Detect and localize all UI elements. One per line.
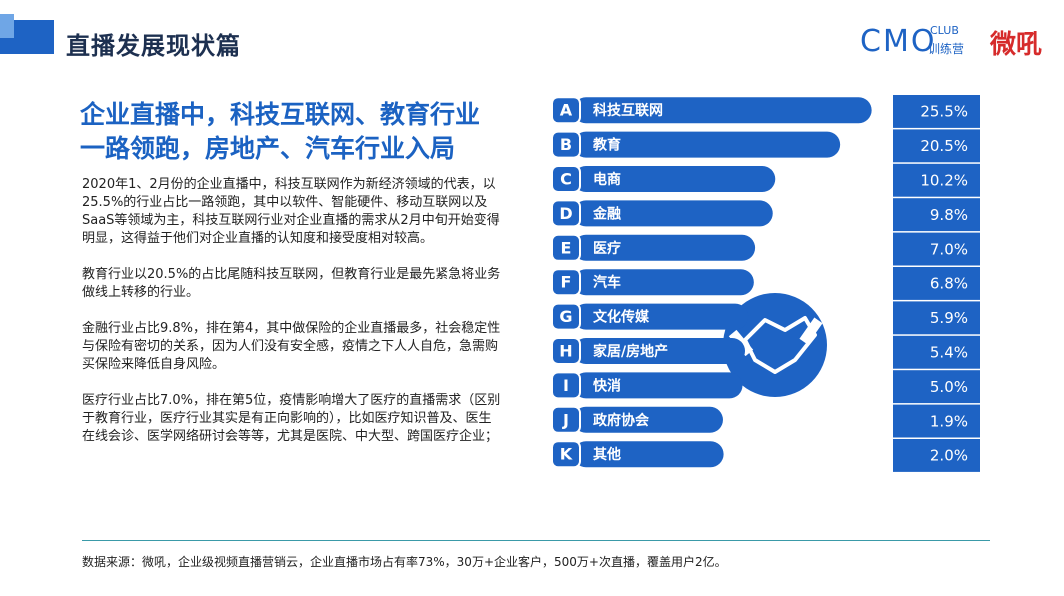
bar	[573, 131, 841, 158]
bar	[573, 338, 746, 364]
value-label: 7.0%	[930, 240, 968, 258]
category-label: 金融	[592, 205, 621, 222]
value-label: 5.4%	[930, 344, 968, 362]
value-label: 6.8%	[930, 275, 968, 293]
bar	[573, 166, 776, 192]
source-note: 数据来源：微吼，企业级视频直播营销云，企业直播市场占有率73%，30万+企业客户…	[82, 555, 727, 569]
letter: A	[560, 101, 573, 120]
category-label: 教育	[593, 137, 621, 154]
category-label: 政府协会	[593, 412, 650, 429]
value-label: 2.0%	[930, 447, 968, 465]
value-label: 9.8%	[930, 206, 968, 224]
value-cell	[893, 335, 980, 369]
partner-logo: 微吼	[990, 30, 1043, 60]
letter-badge	[551, 130, 581, 159]
brand-club: CLUB	[930, 24, 959, 37]
value-cell	[893, 301, 980, 335]
value-label: 5.9%	[930, 309, 968, 327]
paragraph: 金融行业占比9.8%，排在第4，其中做保险的企业直播最多，社会稳定性与保险有密切…	[82, 321, 501, 372]
bar	[573, 441, 724, 468]
paragraph: 教育行业以20.5%的占比尾随科技互联网，但教育行业是最先紧急将业务做线上转移的…	[82, 267, 501, 300]
letter-badge	[551, 96, 581, 125]
divider	[82, 540, 990, 541]
value-label: 10.2%	[920, 172, 968, 190]
letter-badge	[551, 302, 581, 331]
header-accent	[0, 14, 14, 38]
bar	[573, 406, 723, 433]
letter: K	[560, 445, 573, 464]
category-label: 其他	[593, 446, 621, 463]
letter: D	[559, 204, 572, 223]
value-cell	[893, 198, 980, 232]
paragraphs: 2020年1、2月份的企业直播中，科技互联网作为新经济领域的代表，以25.5%的…	[82, 176, 502, 464]
category-label: 快消	[593, 377, 621, 394]
letter-badge	[551, 440, 581, 469]
headline-line: 一路领跑，房地产、汽车行业入局	[80, 134, 456, 163]
letter: E	[561, 238, 572, 257]
letter: J	[562, 410, 569, 429]
value-cell	[893, 163, 980, 197]
paragraph: 2020年1、2月份的企业直播中，科技互联网作为新经济领域的代表，以25.5%的…	[82, 177, 500, 246]
bar	[573, 269, 754, 296]
value-cell	[893, 439, 980, 472]
category-label: 科技互联网	[593, 102, 663, 119]
letter-badge	[551, 405, 581, 434]
category-label: 电商	[593, 171, 621, 188]
letter-badge	[551, 337, 581, 365]
headline-line: 企业直播中，科技互联网、教育行业	[80, 100, 481, 129]
letter-badge	[551, 371, 581, 400]
bar	[573, 234, 756, 261]
letter: F	[561, 273, 572, 292]
value-label: 1.9%	[930, 412, 968, 430]
value-cell	[893, 404, 980, 438]
letter-badge	[551, 165, 581, 193]
category-label: 汽车	[593, 274, 621, 291]
value-cell	[893, 232, 980, 266]
bar	[573, 200, 773, 227]
value-cell	[893, 129, 980, 163]
letter-badge	[551, 233, 581, 262]
bar	[573, 372, 743, 399]
headline: 企业直播中，科技互联网、教育行业 一路领跑，房地产、汽车行业入局	[80, 98, 550, 166]
letter: C	[560, 170, 572, 189]
brand-logo: CMO	[860, 24, 937, 59]
category-label: 医疗	[593, 240, 621, 257]
page-title: 直播发展现状篇	[66, 32, 241, 60]
letter-badge	[551, 199, 581, 228]
value-cell	[893, 267, 980, 300]
value-label: 5.0%	[930, 378, 968, 396]
bar	[573, 97, 872, 124]
letter: G	[559, 307, 572, 326]
value-label: 20.5%	[920, 137, 968, 155]
brand-sub: 训练营	[928, 42, 965, 56]
letter: H	[559, 342, 572, 361]
paragraph: 医疗行业占比7.0%，排在第5位，疫情影响增大了医疗的直播需求（区别于教育行业，…	[82, 393, 501, 444]
value-cell	[893, 370, 980, 404]
value-cell	[893, 95, 980, 128]
letter: I	[563, 376, 569, 395]
bar	[573, 303, 749, 330]
category-label: 家居/房地产	[593, 343, 668, 360]
value-label: 25.5%	[920, 103, 968, 121]
letter-badge	[551, 268, 581, 297]
category-label: 文化传媒	[593, 309, 650, 326]
letter: B	[560, 135, 572, 154]
